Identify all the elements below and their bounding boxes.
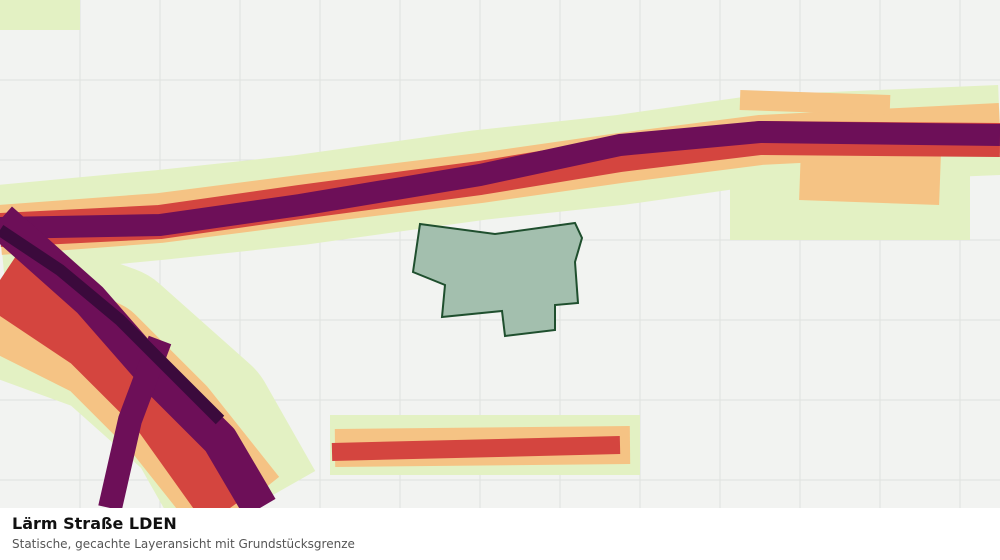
noise-zone-high <box>331 436 621 461</box>
caption: Lärm Straße LDEN Statische, gecachte Lay… <box>0 508 1000 560</box>
map-title: Lärm Straße LDEN <box>12 514 177 533</box>
noise-layer <box>0 0 1000 508</box>
map-subtitle: Statische, gecachte Layeransicht mit Gru… <box>12 537 355 551</box>
map <box>0 0 1000 508</box>
noise-zone-very-high <box>0 121 1000 239</box>
noise-zone-high <box>0 255 255 508</box>
parcel-boundary <box>411 221 584 338</box>
noise-zone-extreme <box>0 225 225 425</box>
noise-zone-very-high <box>98 335 172 508</box>
noise-zone-mid <box>799 150 941 205</box>
noise-zone-mid <box>739 90 891 115</box>
noise-zone-low <box>0 0 80 30</box>
